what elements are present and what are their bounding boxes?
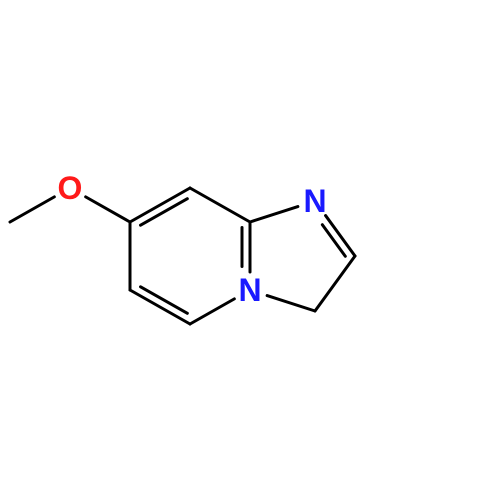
atom-label-o: O [58, 170, 83, 206]
bond [250, 207, 298, 222]
atom-label-n: N [238, 272, 261, 308]
bond [86, 197, 130, 222]
bond [130, 188, 190, 222]
atom-label-n: N [303, 183, 326, 219]
bond [130, 290, 190, 324]
bond [267, 296, 315, 311]
bond [10, 197, 54, 222]
bond [315, 256, 355, 311]
bond [190, 299, 234, 324]
molecule-diagram: N N O [0, 0, 500, 500]
bond [322, 225, 345, 257]
bond [190, 188, 250, 222]
